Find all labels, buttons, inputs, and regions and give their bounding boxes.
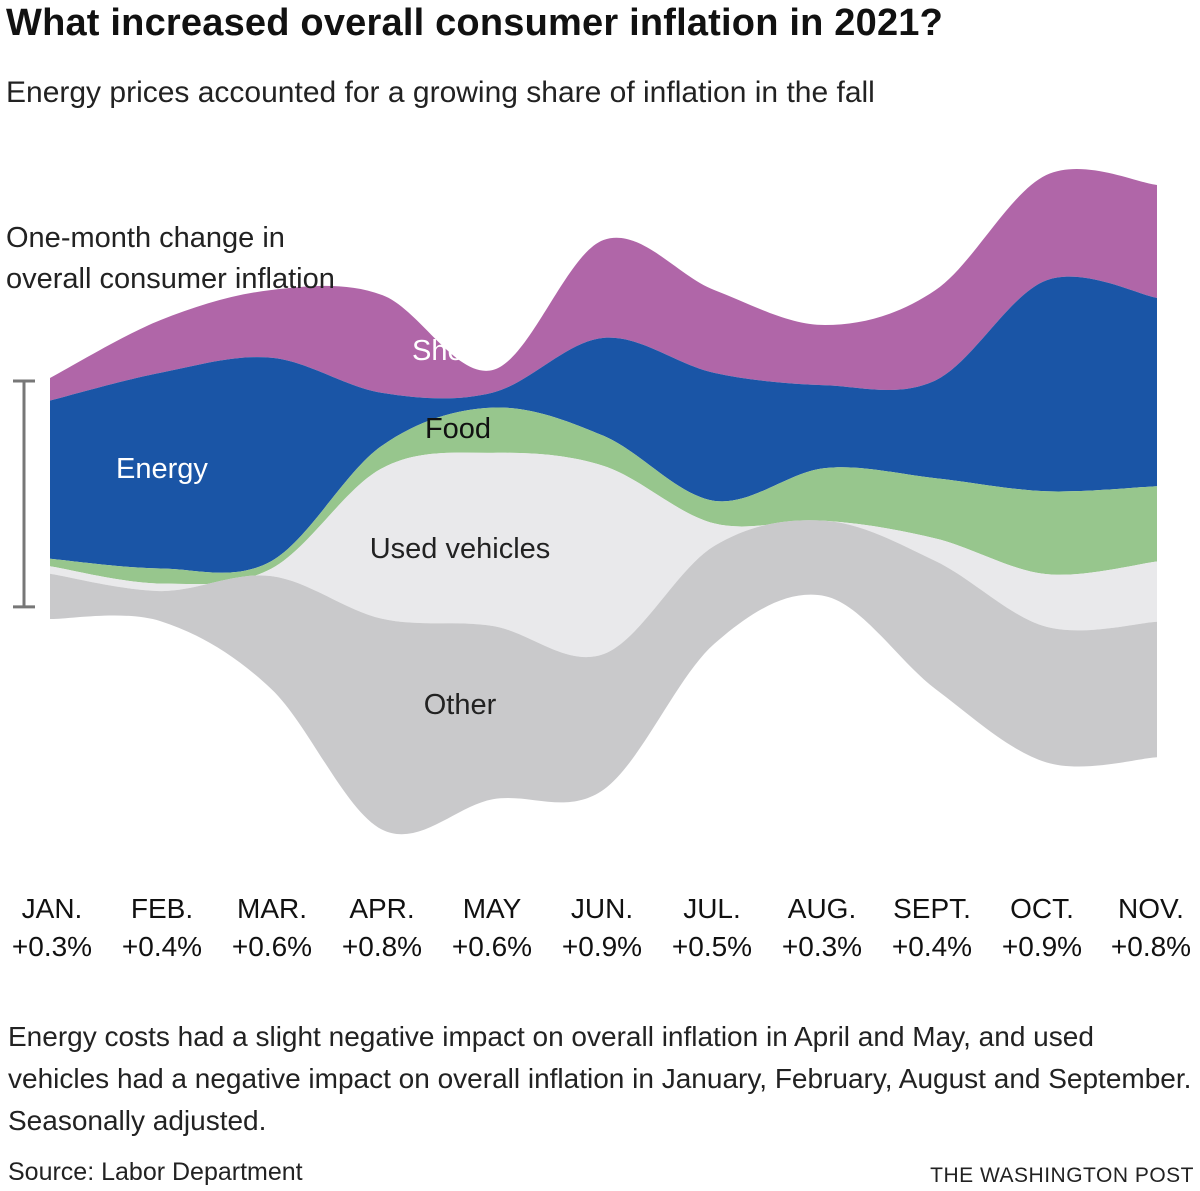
chart-title: What increased overall consumer inflatio… [6, 2, 944, 44]
total-value-label: +0.8% [1110, 931, 1192, 962]
series-label: Energy [116, 453, 208, 485]
total-value-label: +0.5% [671, 931, 753, 962]
source: Source: Labor Department [8, 1158, 303, 1186]
stream-layer-energy [50, 276, 1157, 573]
tick-label: AUG. [787, 893, 857, 924]
month-label: APR. +0.8% [327, 890, 437, 966]
tick-label: SEPT. [893, 893, 971, 924]
series-label: Used vehicles [370, 533, 551, 565]
month-label: AUG. +0.3% [767, 890, 877, 966]
series-label: Other [424, 689, 497, 721]
stream-layer-shelter [50, 168, 1157, 401]
tick-label: JAN. [21, 893, 83, 924]
month-label: MAR. +0.6% [217, 890, 327, 966]
stream-layer-used-vehicles [50, 452, 1157, 658]
total-value-label: +0.9% [1001, 931, 1083, 962]
tick-label: APR. [349, 893, 415, 924]
stream-layer-other [50, 520, 1157, 835]
month-label: JUL. +0.5% [657, 890, 767, 966]
tick-label: JUN. [570, 893, 634, 924]
month-label: NOV. +0.8% [1096, 890, 1200, 966]
month-label: JAN. +0.3% [0, 890, 107, 966]
month-label: FEB. +0.4% [107, 890, 217, 966]
credit: THE WASHINGTON POST [930, 1164, 1194, 1187]
tick-label: FEB. [130, 893, 194, 924]
total-value-label: +0.4% [121, 931, 203, 962]
chart-subtitle: Energy prices accounted for a growing sh… [6, 76, 875, 109]
month-label: JUN. +0.9% [547, 890, 657, 966]
total-value-label: +0.9% [561, 931, 643, 962]
tick-label: MAY [462, 893, 522, 924]
tick-label: OCT. [1010, 893, 1074, 924]
series-label: Food [425, 413, 491, 445]
series-label: Shelter [412, 335, 504, 367]
scale-bar-label: One-month change in overall consumer inf… [6, 222, 335, 295]
stream-layer-food [50, 407, 1157, 585]
total-value-label: +0.3% [781, 931, 863, 962]
month-label: MAY +0.6% [437, 890, 547, 966]
tick-label: NOV. [1118, 893, 1184, 924]
tick-label: MAR. [237, 893, 307, 924]
total-value-label: +0.8% [341, 931, 423, 962]
chart-note: Energy costs had a slight negative impac… [8, 1021, 1192, 1136]
streamgraph: Shelter Energy Food Used vehicles Other [13, 168, 1157, 835]
scale-bar [13, 379, 35, 609]
month-label: SEPT. +0.4% [877, 890, 987, 966]
total-value-label: +0.6% [451, 931, 533, 962]
total-value-label: +0.3% [11, 931, 93, 962]
total-value-label: +0.6% [231, 931, 313, 962]
tick-label: JUL. [683, 893, 741, 924]
total-value-label: +0.4% [891, 931, 973, 962]
month-label: OCT. +0.9% [987, 890, 1097, 966]
